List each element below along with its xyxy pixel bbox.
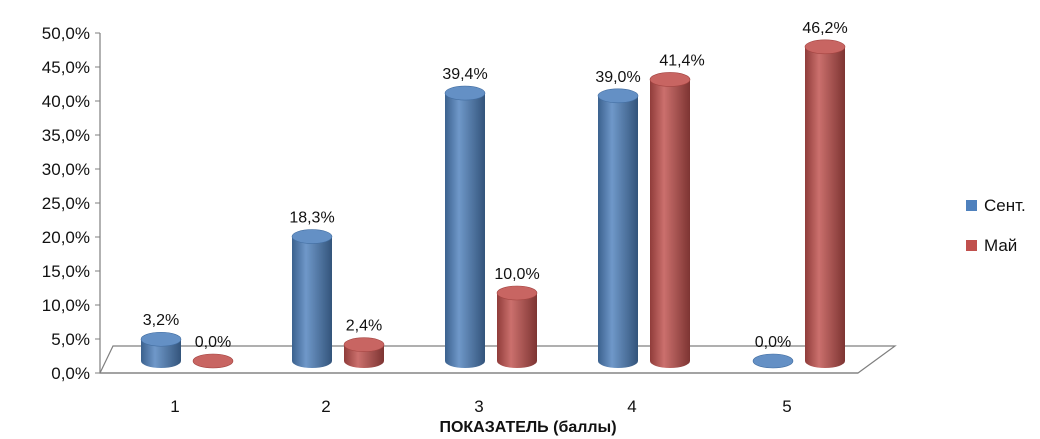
bar-may-cat-3 [496,285,538,368]
data-label: 18,3% [289,210,334,227]
x-tick-label: 3 [474,397,483,416]
bar-cap [752,353,794,369]
bar-cap [140,331,182,347]
bar-body [650,79,690,368]
data-label: 0,0% [195,334,231,351]
x-tick-label: 1 [170,397,179,416]
data-label: 2,4% [346,318,382,335]
bar-cap [192,353,234,369]
x-tick-label: 5 [782,397,791,416]
bar-sent-cat-4 [597,88,639,369]
bar-body [445,93,485,368]
bar-sent-cat-1 [140,331,182,368]
y-tick-label: 5,0% [51,330,90,349]
data-label: 3,2% [143,312,179,329]
legend: Сент. Май [966,196,1026,255]
bar-body [497,293,537,368]
bar-body [292,236,332,368]
legend-label: Май [984,236,1017,255]
bar-cap [291,229,333,244]
legend-swatch [966,240,977,251]
bar-sent-cat-2 [291,229,333,368]
bar-cap [444,85,486,101]
y-tick-label: 10,0% [42,296,90,315]
data-label: 39,0% [595,69,640,86]
bar-cap [597,88,639,104]
bar-may-cat-2 [343,337,385,368]
bar-sent-cat-5 [752,353,794,369]
y-tick-label: 15,0% [42,262,90,281]
y-tick-label: 30,0% [42,160,90,179]
x-tick-label: 4 [627,397,636,416]
y-tick-label: 20,0% [42,228,90,247]
bar-may-cat-5 [804,39,846,369]
data-label: 39,4% [442,66,487,83]
data-label: 0,0% [755,334,791,351]
y-ticks: 0,0% 5,0% 10,0% 15,0% 20,0% 25,0% 30,0% 35,0% 40… [42,24,100,383]
y-tick-label: 40,0% [42,92,90,111]
y-tick-label: 25,0% [42,194,90,213]
bar-sent-cat-3 [444,85,486,368]
data-labels: 3,2% 0,0% 18,3% 2,4% 39,4% 10,0% 39,0% 41,4% 0,0… [143,20,848,351]
bar-may-cat-4 [649,72,691,368]
bar-body [598,95,638,369]
bar-body [141,339,181,368]
bar-may-cat-1 [192,353,234,369]
bar-body [805,46,845,369]
legend-swatch [966,200,977,211]
bars [140,39,846,369]
data-label: 46,2% [802,20,847,37]
y-tick-label: 50,0% [42,24,90,43]
x-ticks: 1 2 3 4 5 [170,397,791,416]
bar-cap [343,337,385,352]
bar-cap [496,285,538,301]
y-tick-label: 35,0% [42,126,90,145]
x-axis-title: ПОКАЗАТЕЛЬ (баллы) [439,419,616,436]
bar-cap [804,39,846,55]
data-label: 41,4% [659,52,704,69]
x-tick-label: 2 [321,397,330,416]
legend-label: Сент. [984,196,1026,215]
y-tick-label: 45,0% [42,58,90,77]
bar-cap [649,72,691,87]
y-tick-label: 0,0% [51,364,90,383]
data-label: 10,0% [494,266,539,283]
